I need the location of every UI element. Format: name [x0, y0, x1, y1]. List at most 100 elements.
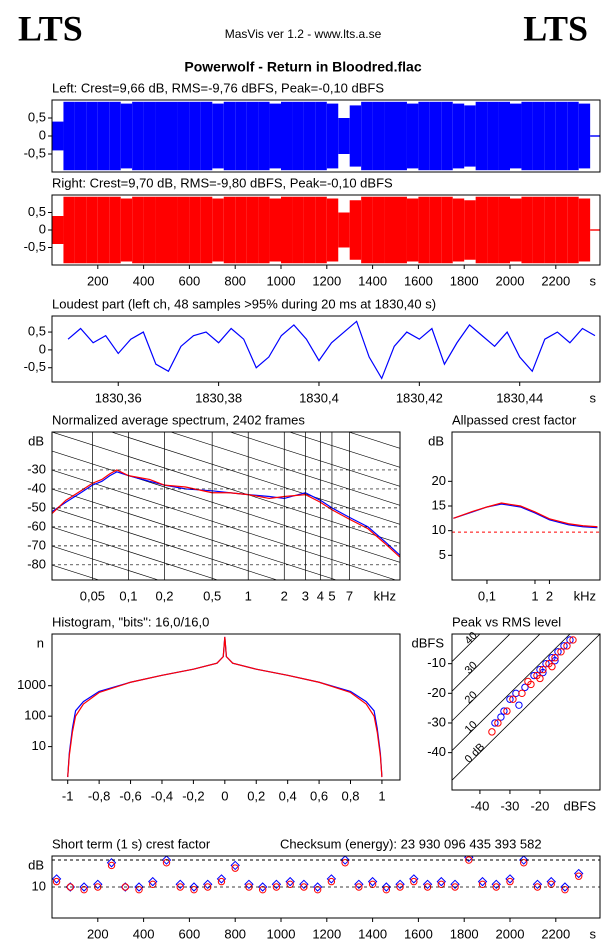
- plot-area: [452, 634, 600, 781]
- waveform-segment: [109, 196, 121, 264]
- waveform-segment: [63, 101, 75, 171]
- point: [410, 877, 418, 886]
- x-tick-label: 1000: [267, 926, 296, 941]
- waveform-segment: [269, 103, 282, 169]
- point: [313, 885, 322, 894]
- y-axis-label: n: [37, 635, 44, 650]
- y-tick-label: 0: [39, 221, 46, 236]
- waveform-segment: [475, 101, 488, 171]
- point: [382, 885, 391, 894]
- point: [491, 719, 499, 727]
- x-tick-label: 800: [224, 273, 246, 288]
- point: [368, 880, 377, 889]
- slope-line: [52, 469, 397, 580]
- waveform-segment: [441, 196, 453, 264]
- point: [437, 880, 446, 889]
- point: [285, 876, 295, 887]
- point: [465, 856, 473, 864]
- waveform-segment: [532, 196, 545, 264]
- point: [217, 877, 226, 886]
- x-tick-label: 0: [221, 788, 228, 803]
- slope-line: [52, 507, 278, 580]
- app-name: MasVis ver 1.2 - www.lts.a.se: [225, 27, 382, 41]
- waveform-segment: [567, 101, 579, 171]
- point: [503, 707, 511, 715]
- waveform-segment: [590, 229, 600, 231]
- waveform-segment: [464, 105, 476, 167]
- plot-area: [52, 196, 600, 264]
- panel-title: Short term (1 s) crest factor: [52, 836, 211, 851]
- point: [551, 656, 559, 665]
- point: [500, 707, 508, 715]
- waveform-segment: [429, 196, 442, 264]
- panel: Allpassed crest factor dB 20 15 10 5 0,1 1 2 kHz: [428, 412, 601, 603]
- waveform-segment: [590, 135, 600, 137]
- point: [542, 659, 550, 668]
- plot-frame: [51, 315, 601, 383]
- point: [478, 880, 487, 889]
- x-tick-label: 2200: [541, 926, 570, 941]
- x-tick-label: 400: [133, 926, 155, 941]
- x-tick-label: 7: [346, 588, 353, 603]
- point: [524, 677, 532, 686]
- plot-frame: [451, 431, 601, 581]
- x-tick-label: 1400: [358, 273, 387, 288]
- x-tick-label: 2000: [496, 926, 525, 941]
- waveform-segment: [303, 101, 316, 171]
- x-tick-label: -40: [471, 798, 490, 813]
- point: [515, 701, 523, 709]
- point: [106, 858, 117, 868]
- point: [546, 876, 556, 887]
- waveform-segment: [155, 101, 167, 171]
- file-title: Powerwolf - Return in Bloodred.flac: [184, 59, 421, 75]
- waveform-segment: [521, 196, 533, 264]
- point: [551, 654, 559, 662]
- y-tick-label: 0: [39, 127, 46, 142]
- waveform-segment: [235, 101, 247, 171]
- point: [536, 674, 544, 683]
- point: [488, 728, 496, 736]
- y-tick-label: 0,5: [28, 204, 46, 219]
- panel-title: Right: Crest=9,70 dB, RMS=-9,80 dBFS, Pe…: [52, 175, 393, 190]
- waveform-segment: [269, 198, 282, 262]
- panel: Right: Crest=9,70 dB, RMS=-9,80 dBFS, Pe…: [24, 175, 601, 288]
- x-tick-label: -0,8: [88, 788, 110, 803]
- point: [79, 882, 89, 892]
- point: [326, 874, 337, 884]
- point: [557, 648, 565, 656]
- waveform-segment: [166, 196, 178, 264]
- slope-line: [169, 432, 400, 506]
- waveform-segment: [109, 101, 121, 171]
- waveform-segment: [63, 196, 75, 264]
- x-tick-label: 0,05: [80, 588, 105, 603]
- point: [569, 636, 577, 644]
- point: [190, 885, 198, 894]
- point: [422, 879, 433, 890]
- point: [539, 665, 547, 674]
- x-tick-label: 2000: [496, 273, 525, 288]
- waveform-segment: [510, 103, 522, 169]
- slope-line: [52, 488, 338, 580]
- waveform-segment: [303, 196, 316, 264]
- x-axis-label: s: [590, 390, 597, 405]
- point: [107, 861, 116, 870]
- point: [566, 636, 574, 644]
- point: [231, 864, 239, 872]
- waveform-segment: [281, 196, 293, 264]
- point: [491, 879, 501, 890]
- x-tick-label: 0,6: [310, 788, 328, 803]
- waveform-segment: [406, 198, 419, 262]
- logo-left: LTS: [18, 8, 83, 48]
- x-axis-label: s: [590, 926, 597, 941]
- y-tick-label: -30: [427, 714, 446, 729]
- waveform-segment: [212, 198, 224, 262]
- waveform-segment: [246, 101, 259, 171]
- waveform-segment: [532, 101, 545, 171]
- plot-area: [67, 320, 596, 380]
- y-tick-label: -0,5: [24, 145, 46, 160]
- y-tick-label: 10: [32, 878, 46, 893]
- diagonal-line: [452, 634, 571, 751]
- waveform-segment: [418, 101, 430, 171]
- waveform-segment: [452, 198, 465, 262]
